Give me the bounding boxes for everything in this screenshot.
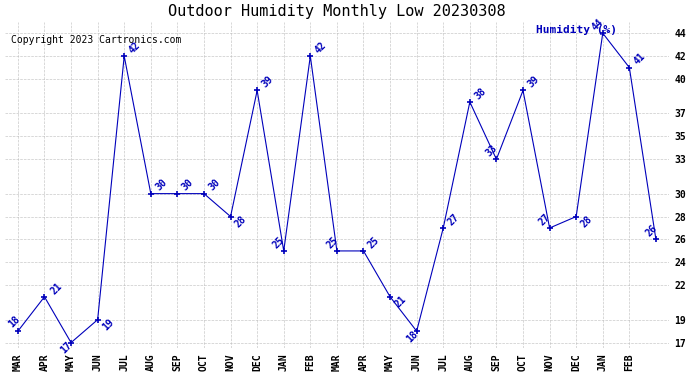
Text: 30: 30 [207,177,222,193]
Text: 18: 18 [7,314,22,329]
Text: 21: 21 [393,294,408,310]
Text: 28: 28 [579,214,594,230]
Text: 39: 39 [260,74,275,90]
Text: 26: 26 [644,224,659,239]
Text: 39: 39 [526,74,541,90]
Text: 25: 25 [324,235,339,250]
Text: 21: 21 [48,280,64,296]
Title: Outdoor Humidity Monthly Low 20230308: Outdoor Humidity Monthly Low 20230308 [168,4,506,19]
Text: 38: 38 [473,86,488,101]
Text: 17: 17 [59,340,74,356]
Text: 44: 44 [590,17,606,32]
Text: 25: 25 [271,235,286,250]
Text: 18: 18 [404,329,420,344]
Text: 42: 42 [313,40,328,56]
Text: 19: 19 [101,317,116,333]
Text: 28: 28 [233,214,248,230]
Text: 30: 30 [180,177,195,193]
Text: 25: 25 [366,235,382,250]
Text: Humidity (%): Humidity (%) [536,25,618,35]
Text: 30: 30 [154,177,169,193]
Text: 42: 42 [127,40,142,56]
Text: 41: 41 [632,51,647,67]
Text: 27: 27 [446,212,462,227]
Text: 33: 33 [484,143,500,159]
Text: 27: 27 [537,212,553,227]
Text: Copyright 2023 Cartronics.com: Copyright 2023 Cartronics.com [11,35,181,45]
